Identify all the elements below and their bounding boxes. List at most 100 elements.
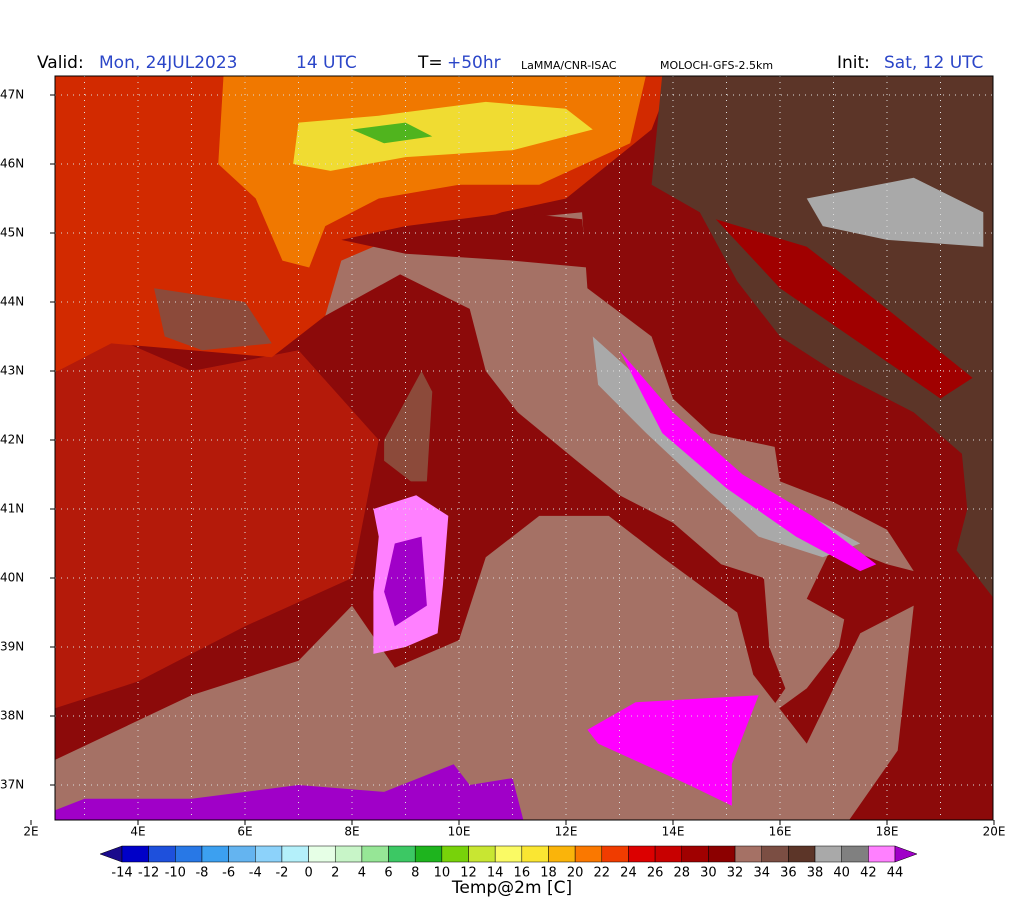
italy: [325, 212, 914, 720]
colorbar-tick-label: 42: [860, 866, 877, 881]
colorbar-swatch: [548, 845, 576, 863]
provence: [154, 288, 272, 351]
colorbar: -14 -12 -10 -8 -6 -4 -2 0 2 4 6 8 10 12 14 16 18 20 22 24 26…: [99, 845, 918, 881]
colorbar-tick-label: 10: [434, 866, 451, 881]
init-value: Sat, 12 UTC: [884, 53, 983, 73]
sardinia-core: [384, 536, 427, 627]
lat-label: 41N: [0, 502, 24, 516]
colorbar-swatch: [441, 845, 469, 863]
lat-label: 47N: [0, 88, 24, 102]
colorbar-swatch: [255, 845, 283, 863]
colorbar-title: Temp@2m [C]: [451, 878, 572, 898]
source: LaMMA/CNR-ISAC: [521, 59, 617, 72]
colorbar-tick-label: -2: [275, 866, 288, 881]
lon-label: 10E: [448, 825, 471, 839]
lon-label: 6E: [237, 825, 252, 839]
lat-label: 39N: [0, 640, 24, 654]
africa: [55, 764, 524, 820]
model: MOLOCH-GFS-2.5km: [660, 59, 773, 72]
colorbar-tick-label: -12: [138, 866, 159, 881]
lat-label: 46N: [0, 157, 24, 171]
colorbar-swatch: [308, 845, 336, 863]
colorbar-swatch: [494, 845, 523, 863]
colorbar-swatch: [601, 845, 629, 863]
colorbar-swatch: [281, 845, 309, 863]
lat-label: 40N: [0, 571, 24, 585]
map-frame: [54, 75, 994, 821]
lon-label: 8E: [344, 825, 359, 839]
colorbar-tick-label: 20: [567, 866, 584, 881]
colorbar-tick-label: 44: [887, 866, 904, 881]
colorbar-swatch: [121, 845, 149, 863]
colorbar-tick-label: 40: [833, 866, 850, 881]
west-sea: [55, 312, 379, 709]
alps-high: [293, 101, 593, 171]
colorbar-tick-label: -10: [165, 866, 186, 881]
colorbar-tick-label: 16: [514, 866, 531, 881]
colorbar-swatch: [334, 845, 363, 863]
axes: 47N 46N 45N 44N 43N 42N 41N 40N 39N 38N 37N 2E 4E 6E 8…: [0, 88, 1005, 839]
lat-label: 43N: [0, 364, 24, 378]
colorbar-tick-label: 26: [647, 866, 664, 881]
colorbar-tick-label: 18: [540, 866, 557, 881]
colorbar-swatch: [574, 845, 603, 863]
lat-label: 45N: [0, 226, 24, 240]
colorbar-swatch: [148, 845, 176, 863]
lon-label: 14E: [662, 825, 685, 839]
alps-peaks: [352, 122, 433, 144]
colorbar-tick-label: 24: [620, 866, 637, 881]
dinaric: [715, 219, 973, 399]
colorbar-arrow-high: [894, 845, 918, 863]
colorbar-tick-label: 38: [807, 866, 824, 881]
lon-label: 16E: [769, 825, 792, 839]
lon-label: 12E: [555, 825, 578, 839]
lat-label: 37N: [0, 778, 24, 792]
colorbar-swatch: [734, 845, 762, 863]
valid-time: 14 UTC: [296, 53, 357, 73]
colorbar-swatch: [628, 845, 656, 863]
init-label: Init:: [837, 53, 870, 73]
colorbar-swatch: [681, 845, 709, 863]
colorbar-tick-label: 28: [673, 866, 690, 881]
colorbar-swatch: [468, 845, 496, 863]
step-value: +50hr: [447, 53, 501, 73]
colorbar-swatch: [841, 845, 869, 863]
colorbar-tick-label: 12: [460, 866, 477, 881]
lat-label: 42N: [0, 433, 24, 447]
colorbar-swatch: [788, 845, 816, 863]
colorbar-tick-label: -14: [111, 866, 132, 881]
lon-label: 20E: [983, 825, 1006, 839]
colorbar-tick-label: 30: [700, 866, 717, 881]
colorbar-swatch: [201, 845, 229, 863]
colorbar-tick-label: 0: [304, 866, 312, 881]
colorbar-tick-label: -6: [222, 866, 235, 881]
colorbar-swatch: [175, 845, 203, 863]
colorbar-tick-label: -8: [195, 866, 208, 881]
colorbar-tick-label: -4: [249, 866, 262, 881]
colorbar-swatch: [708, 845, 736, 863]
po-valley: [341, 212, 588, 268]
valid-label: Valid:: [37, 53, 84, 73]
step-label: T=: [417, 53, 443, 73]
apennine-hot: [619, 350, 877, 572]
lat-label: 38N: [0, 709, 24, 723]
lon-label: 18E: [876, 825, 899, 839]
colorbar-tick-label: 4: [358, 866, 366, 881]
colorbar-swatch: [414, 845, 443, 863]
valid-date: Mon, 24JUL2023: [99, 53, 237, 73]
colorbar-tick-label: 6: [384, 866, 392, 881]
corsica: [384, 371, 433, 482]
colorbar-tick-label: 32: [727, 866, 744, 881]
colorbar-tick-label: 2: [331, 866, 339, 881]
colorbar-tick-label: 8: [411, 866, 419, 881]
colorbar-swatch: [228, 845, 256, 863]
lat-label: 44N: [0, 295, 24, 309]
colorbar-tick-label: 34: [753, 866, 770, 881]
colorbar-swatch: [761, 845, 789, 863]
map: [55, 76, 993, 820]
sicily: [587, 695, 759, 806]
colorbar-tick-label: 22: [594, 866, 611, 881]
colorbar-tick-label: 36: [780, 866, 797, 881]
pannonia-grey: [806, 177, 984, 247]
